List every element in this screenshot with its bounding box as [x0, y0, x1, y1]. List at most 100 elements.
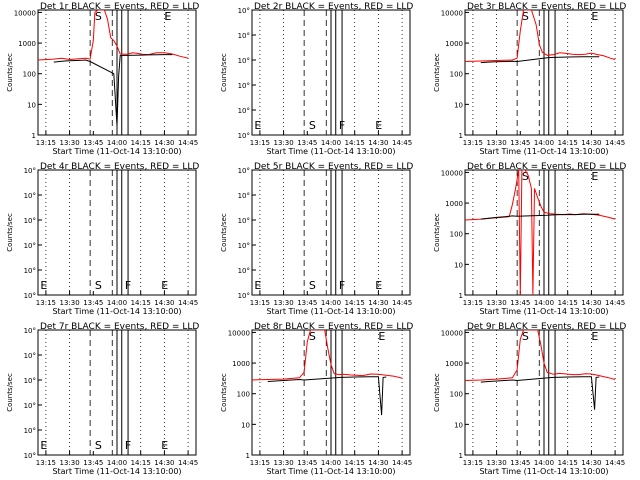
- y-tick-label: 100: [450, 71, 463, 79]
- marker-letter-f: F: [339, 119, 345, 132]
- x-tick-label: 14:45: [392, 299, 412, 307]
- x-tick-label: 14:30: [368, 139, 388, 147]
- x-axis-label: Start Time (11-Oct-14 13:10:00): [266, 147, 395, 156]
- x-tick-label: 13:45: [83, 459, 103, 467]
- x-tick-label: 13:45: [297, 459, 317, 467]
- x-tick-label: 14:30: [581, 139, 601, 147]
- y-tick-label: 1: [32, 132, 36, 140]
- y-tick-label: 1: [459, 452, 463, 460]
- x-tick-label: 14:00: [107, 299, 127, 307]
- y-tick-label: 100: [237, 391, 250, 399]
- marker-letter-f: F: [125, 439, 131, 452]
- x-tick-label: 13:45: [510, 299, 530, 307]
- y-axis-label: Counts/sec: [6, 53, 14, 92]
- x-axis-label: Start Time (11-Oct-14 13:10:00): [479, 147, 608, 156]
- panel-title: Det 2r BLACK = Events, RED = LLD: [254, 2, 413, 12]
- y-tick-label: 1000: [18, 40, 36, 48]
- x-tick-label: 13:15: [36, 459, 56, 467]
- x-axis-label: Start Time (11-Oct-14 13:10:00): [479, 307, 608, 316]
- panel-title: Det 1r BLACK = Events, RED = LLD: [40, 2, 199, 12]
- y-axis-label: Counts/sec: [433, 53, 441, 92]
- x-tick-label: 13:15: [250, 459, 270, 467]
- panel-3r: Det 3r BLACK = Events, RED = LLD 13:15 13:…: [433, 2, 626, 156]
- x-tick-label: 14:45: [605, 459, 625, 467]
- y-axis-label: Counts/sec: [220, 213, 228, 252]
- x-tick-label: 13:30: [487, 459, 507, 467]
- lld-series-line: [465, 330, 616, 381]
- y-tick-label: 10°: [24, 402, 36, 410]
- events-series-line: [480, 213, 600, 220]
- marker-letter-s: S: [95, 10, 102, 23]
- y-axis-label: Counts/sec: [433, 373, 441, 412]
- panel-1r: Det 1r BLACK = Events, RED = LLD 13:15 13:…: [6, 2, 199, 156]
- y-tick-label: 10000: [228, 329, 250, 337]
- x-tick-label: 13:30: [487, 299, 507, 307]
- x-axis-label: Start Time (11-Oct-14 13:10:00): [52, 307, 181, 316]
- marker-letter-e: E: [161, 439, 168, 452]
- panel-title: Det 3r BLACK = Events, RED = LLD: [467, 2, 626, 12]
- lld-series-line: [38, 10, 189, 61]
- x-tick-label: 13:15: [463, 299, 483, 307]
- marker-letter-e: E: [40, 439, 47, 452]
- marker-letter-f: F: [164, 10, 170, 23]
- lld-series-line: [252, 330, 403, 381]
- y-tick-label: 10°: [24, 167, 36, 175]
- y-tick-label: 10°: [24, 327, 36, 335]
- panel-7r: Det 7r BLACK = Events, RED = LLD 13:15 13:…: [6, 322, 199, 476]
- y-tick-label: 10: [241, 421, 250, 429]
- marker-letter-e: E: [254, 279, 261, 292]
- marker-letter-e: E: [591, 330, 598, 343]
- panel-title: Det 7r BLACK = Events, RED = LLD: [40, 322, 199, 332]
- y-tick-label: 10°: [238, 107, 250, 115]
- y-axis-label: Counts/sec: [6, 373, 14, 412]
- marker-letter-f: F: [339, 279, 345, 292]
- events-series-line: [480, 56, 600, 64]
- marker-letter-s: S: [522, 10, 529, 23]
- x-tick-label: 14:45: [392, 139, 412, 147]
- y-tick-label: 10°: [238, 82, 250, 90]
- marker-letter-s: S: [95, 279, 102, 292]
- x-tick-label: 14:45: [178, 459, 198, 467]
- y-tick-label: 10°: [238, 7, 250, 15]
- y-tick-label: 10000: [441, 169, 463, 177]
- marker-letter-s: S: [522, 170, 529, 183]
- x-tick-label: 14:15: [558, 459, 578, 467]
- x-tick-label: 14:45: [392, 459, 412, 467]
- x-tick-label: 14:00: [321, 299, 341, 307]
- x-tick-label: 13:45: [83, 299, 103, 307]
- marker-letter-e: E: [164, 10, 171, 23]
- panel-title: Det 9r BLACK = Events, RED = LLD: [467, 322, 626, 332]
- x-tick-label: 14:30: [154, 299, 174, 307]
- x-tick-label: 13:45: [297, 139, 317, 147]
- y-tick-label: 10°: [24, 377, 36, 385]
- marker-letter-e: E: [40, 279, 47, 292]
- panel-title: Det 8r BLACK = Events, RED = LLD: [254, 322, 413, 332]
- x-tick-label: 13:30: [60, 139, 80, 147]
- marker-letter-e: E: [161, 279, 168, 292]
- marker-letter-e: E: [591, 10, 598, 23]
- x-tick-label: 14:30: [581, 299, 601, 307]
- x-axis-label: Start Time (11-Oct-14 13:10:00): [52, 147, 181, 156]
- y-tick-label: 1000: [445, 200, 463, 208]
- y-axis-label: Counts/sec: [433, 213, 441, 252]
- y-tick-label: 1: [459, 132, 463, 140]
- y-tick-label: 10°: [24, 292, 36, 300]
- x-tick-label: 13:30: [487, 139, 507, 147]
- marker-letter-s: S: [309, 330, 316, 343]
- x-axis-label: Start Time (11-Oct-14 13:10:00): [52, 467, 181, 476]
- marker-letter-f: F: [125, 279, 131, 292]
- x-tick-label: 13:30: [60, 299, 80, 307]
- marker-letter-e: E: [375, 119, 382, 132]
- y-tick-label: 1000: [445, 360, 463, 368]
- panel-title: Det 5r BLACK = Events, RED = LLD: [254, 162, 413, 172]
- y-tick-label: 100: [450, 231, 463, 239]
- x-tick-label: 13:15: [250, 299, 270, 307]
- x-tick-label: 13:30: [274, 299, 294, 307]
- y-tick-label: 10: [454, 421, 463, 429]
- marker-letter-s: S: [522, 330, 529, 343]
- y-tick-label: 10000: [441, 9, 463, 17]
- x-tick-label: 14:15: [131, 299, 151, 307]
- y-tick-label: 10°: [24, 192, 36, 200]
- lld-series-line: [465, 170, 616, 295]
- x-tick-label: 14:00: [107, 139, 127, 147]
